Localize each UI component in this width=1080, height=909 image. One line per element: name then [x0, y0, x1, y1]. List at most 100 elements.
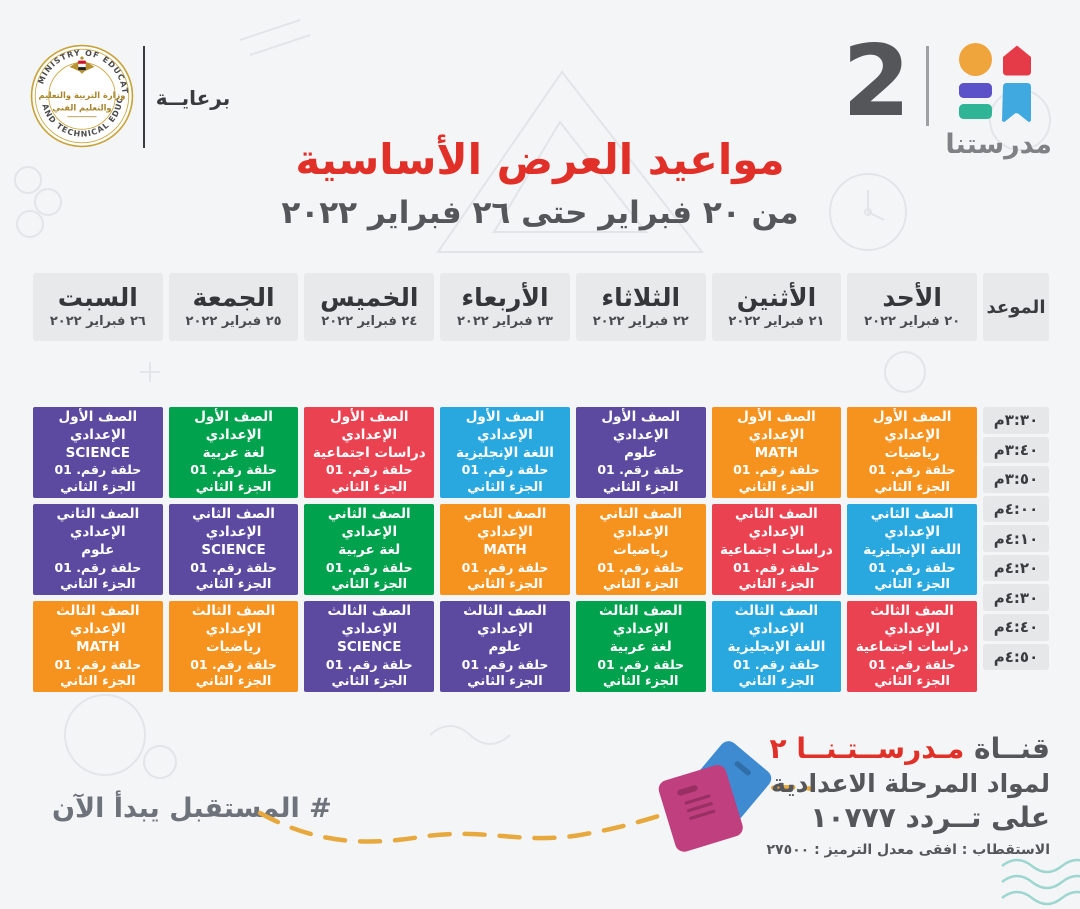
day-name: الثلاثاء	[601, 283, 681, 312]
cell-grade: الصف الأول الإعدادي	[737, 409, 816, 443]
emblem-center-text-1: وزارة التربية والتعليم	[39, 90, 126, 101]
schedule-cell: الصف الثالث الإعدادي رياضيات حلقة رقم. 01 ا…	[168, 601, 299, 693]
cell-part: الجزء الثاني	[467, 577, 543, 593]
cell-part: الجزء الثاني	[874, 577, 950, 593]
cell-grade: الصف الثالث الإعدادي	[56, 603, 140, 637]
cell-subject: MATH	[483, 541, 527, 558]
schedule-cell: الصف الأول الإعدادي SCIENCE حلقة رقم. 01 ال…	[32, 407, 163, 499]
day-name: الأثنين	[736, 283, 817, 312]
cell-grade: الصف الثالث الإعدادي	[598, 603, 683, 637]
cell-subject: SCIENCE	[337, 638, 402, 655]
schedule-cell: الصف الأول الإعدادي MATH حلقة رقم. 01 الجزء…	[711, 407, 842, 499]
egypt-eagle-icon	[69, 55, 95, 74]
cell-grade: الصف الثاني الإعدادي	[327, 506, 411, 540]
cell-part: الجزء الثاني	[874, 674, 950, 690]
time-slot-5: ٤:٢٠م	[983, 554, 1049, 582]
cell-part: الجزء الثاني	[738, 577, 815, 593]
schedule-cell: الصف الثاني الإعدادي رياضيات حلقة رقم. 01 ا…	[575, 504, 706, 596]
day-name: الجمعة	[192, 283, 275, 312]
day-date: ٢٣ فبراير ٢٠٢٢	[456, 314, 553, 329]
time-slot-8: ٤:٥٠م	[983, 643, 1049, 671]
day-header-6: السبت ٢٦ فبراير ٢٠٢٢	[32, 273, 163, 341]
cell-episode: حلقة رقم. 01	[733, 559, 820, 575]
time-slot-0: ٣:٣٠م	[983, 407, 1049, 434]
day-column-0: الصف الأول الإعدادي رياضيات حلقة رقم. 01 ال…	[847, 407, 977, 693]
channel-info-prefix: قنــاة	[974, 732, 1050, 765]
cell-subject: علوم	[624, 444, 658, 461]
cell-part: الجزء الثاني	[874, 479, 950, 495]
cell-part: الجزء الثاني	[467, 479, 543, 495]
schedule-cell: الصف الثاني الإعدادي لغة عربية حلقة رقم. 0…	[304, 504, 435, 596]
day-name: الأحد	[882, 283, 942, 312]
cell-subject: رياضيات	[206, 638, 262, 655]
day-date: ٢٢ فبراير ٢٠٢٢	[592, 314, 689, 329]
cell-episode: حلقة رقم. 01	[597, 462, 685, 478]
cell-episode: حلقة رقم. 01	[190, 462, 277, 478]
cell-episode: حلقة رقم. 01	[190, 656, 277, 672]
cell-part: الجزء الثاني	[602, 479, 679, 495]
channel-info-line2: لمواد المرحلة الاعدادية	[771, 769, 1050, 799]
schedule-cell: الصف الأول الإعدادي علوم حلقة رقم. 01 الجزء…	[575, 407, 706, 499]
cell-part: الجزء الثاني	[195, 577, 272, 593]
cell-grade: الصف الثالث الإعدادي	[870, 603, 954, 637]
day-column-3: الصف الأول الإعدادي اللغة الإنجليزية حلقة …	[440, 407, 570, 693]
day-name: الأربعاء	[461, 283, 549, 312]
madrasetna-logo-mark-icon	[958, 43, 1031, 122]
cell-episode: حلقة رقم. 01	[597, 559, 685, 575]
cell-episode: حلقة رقم. 01	[325, 656, 413, 672]
schedule-cell: الصف الأول الإعدادي لغة عربية حلقة رقم. 01…	[168, 407, 299, 499]
time-slot-3: ٤:٠٠م	[983, 495, 1049, 523]
schedule-cell: الصف الثالث الإعدادي علوم حلقة رقم. 01 الجز…	[440, 601, 570, 693]
time-column: ٣:٣٠م ٣:٤٠م ٣:٥٠م ٤:٠٠م ٤:١٠م ٤:٢٠م ٤:٣٠م ٤:٤٠م…	[983, 407, 1049, 671]
ministry-of-education-logo: MINISTRY OF EDUCATION AND TECHNICAL EDUC…	[30, 44, 134, 148]
day-header-2: الثلاثاء ٢٢ فبراير ٢٠٢٢	[575, 273, 706, 341]
cell-subject: اللغة الإنجليزية	[727, 638, 826, 655]
day-date: ٢٥ فبراير ٢٠٢٢	[185, 314, 282, 329]
schedule-cell: الصف الثاني الإعدادي MATH حلقة رقم. 01 الجز…	[440, 504, 570, 596]
cell-part: الجزء الثاني	[195, 479, 272, 495]
emblem-center-text-2: والتعليم الفني	[52, 103, 111, 114]
cell-grade: الصف الأول الإعدادي	[329, 409, 409, 443]
cell-grade: الصف الثاني الإعدادي	[192, 506, 275, 540]
cell-episode: حلقة رقم. 01	[733, 656, 820, 672]
day-name: السبت	[57, 283, 138, 312]
cell-part: الجزء الثاني	[602, 674, 679, 690]
cell-part: الجزء الثاني	[60, 479, 136, 495]
page-title: مواعيد العرض الأساسية	[295, 135, 785, 184]
cell-part: الجزء الثاني	[331, 479, 408, 495]
cell-subject: SCIENCE	[65, 444, 130, 461]
cell-part: الجزء الثاني	[60, 577, 136, 593]
schedule-cell: الصف الثالث الإعدادي لغة عربية حلقة رقم. 0…	[575, 601, 706, 693]
schedule-cell: الصف الثاني الإعدادي اللغة الإنجليزية حلقة…	[847, 504, 977, 596]
cell-episode: حلقة رقم. 01	[461, 462, 549, 478]
cell-subject: لغة عربية	[609, 638, 672, 655]
schedule-grid: ٣:٣٠م ٣:٤٠م ٣:٥٠م ٤:٠٠م ٤:١٠م ٤:٢٠م ٤:٣٠م ٤:٤٠م…	[32, 407, 1049, 693]
cell-episode: حلقة رقم. 01	[868, 559, 956, 575]
channel-number: 2	[842, 25, 911, 139]
cell-episode: حلقة رقم. 01	[325, 559, 413, 575]
schedule-cell: الصف الثاني الإعدادي علوم حلقة رقم. 01 الجز…	[32, 504, 163, 596]
cell-episode: حلقة رقم. 01	[461, 559, 549, 575]
cell-part: الجزء الثاني	[331, 577, 408, 593]
cell-grade: الصف الثالث الإعدادي	[734, 603, 819, 637]
time-slot-6: ٤:٣٠م	[983, 584, 1049, 611]
cell-part: الجزء الثاني	[331, 674, 408, 690]
schedule-cell: الصف الثالث الإعدادي MATH حلقة رقم. 01 الجز…	[32, 601, 163, 693]
day-date: ٢١ فبراير ٢٠٢٢	[728, 314, 825, 329]
channel-info-frequency: على تــردد ١٠٧٧٧	[810, 801, 1050, 835]
header-divider-line	[143, 46, 145, 148]
cell-grade: الصف الثاني الإعدادي	[599, 506, 683, 540]
channel-info-polarization: الاستقطاب : افقى معدل الترميز : ٢٧٥٠٠	[766, 842, 1050, 859]
cell-part: الجزء الثاني	[738, 479, 815, 495]
cell-subject: اللغة الإنجليزية	[456, 444, 554, 461]
channel-logo-divider	[926, 46, 930, 126]
schedule-cell: الصف الثاني الإعدادي دراسات اجتماعية حلقة …	[711, 504, 842, 596]
cell-episode: حلقة رقم. 01	[461, 656, 549, 672]
cell-subject: دراسات اجتماعية	[312, 444, 426, 461]
channel-name: مدرستنا	[945, 129, 1052, 160]
cell-grade: الصف الثالث الإعدادي	[327, 603, 411, 637]
cell-subject: MATH	[754, 444, 799, 461]
cell-grade: الصف الأول الإعدادي	[194, 409, 273, 443]
cell-subject: رياضيات	[884, 444, 940, 461]
cell-subject: لغة عربية	[338, 541, 401, 558]
